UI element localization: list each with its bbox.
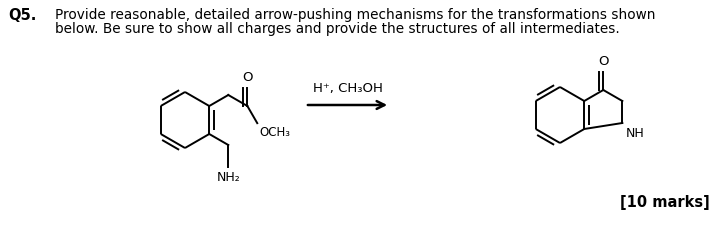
Text: Provide reasonable, detailed arrow-pushing mechanisms for the transformations sh: Provide reasonable, detailed arrow-pushi… xyxy=(55,8,655,22)
Text: below. Be sure to show all charges and provide the structures of all intermediat: below. Be sure to show all charges and p… xyxy=(55,22,620,36)
Text: NH: NH xyxy=(626,127,644,140)
Text: [10 marks]: [10 marks] xyxy=(620,195,710,210)
Text: Q5.: Q5. xyxy=(8,8,37,23)
Text: OCH₃: OCH₃ xyxy=(259,126,290,139)
Text: NH₂: NH₂ xyxy=(217,171,240,184)
Text: H⁺, CH₃OH: H⁺, CH₃OH xyxy=(312,82,382,95)
Text: O: O xyxy=(242,71,253,84)
Text: O: O xyxy=(598,55,608,68)
